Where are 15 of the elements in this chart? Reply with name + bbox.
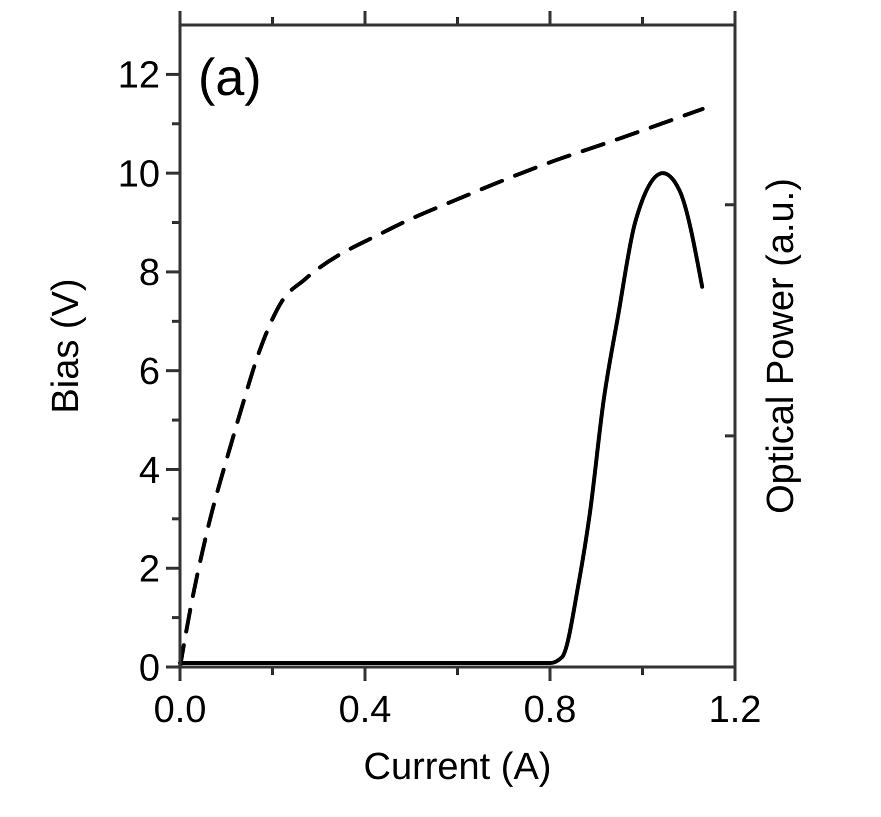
y-tick-label: 4	[138, 450, 160, 492]
y-tick-label: 8	[138, 252, 160, 294]
y-tick-label: 0	[138, 647, 160, 690]
y-tick-label: 6	[138, 350, 160, 393]
y-tick-label: 12	[118, 54, 160, 97]
y-axis-title: Bias (V)	[45, 278, 87, 414]
y-tick-label: 10	[118, 153, 160, 196]
x-tick-label: 1.2	[708, 689, 762, 731]
x-axis-title: Current (A)	[364, 746, 552, 788]
y2-axis-title: Optical Power (a.u.)	[760, 178, 802, 514]
y-tick-label: 2	[138, 548, 160, 591]
x-tick-label: 0.4	[338, 689, 392, 731]
x-tick-label: 0.0	[154, 689, 206, 731]
x-tick-label: 0.8	[524, 689, 576, 731]
annotation: (a)	[198, 49, 262, 107]
